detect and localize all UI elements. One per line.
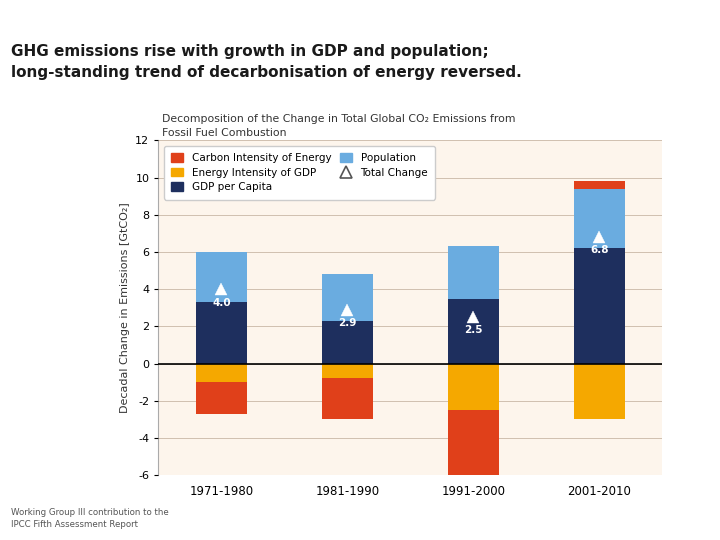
Bar: [575, 189, 624, 248]
Bar: [575, 248, 624, 363]
Bar: [448, 363, 499, 410]
Bar: [448, 246, 499, 299]
Text: 2.5: 2.5: [464, 326, 482, 335]
Bar: [448, 299, 499, 363]
Bar: [323, 321, 373, 363]
Bar: [196, 302, 246, 363]
Bar: [575, 363, 624, 420]
Text: 6.8: 6.8: [590, 246, 608, 255]
Bar: [575, 181, 624, 189]
Bar: [196, 252, 246, 302]
Text: Working Group III contribution to the
IPCC Fifth Assessment Report: Working Group III contribution to the IP…: [11, 508, 168, 529]
Bar: [196, 382, 246, 414]
Text: Decomposition of the Change in Total Global CO₂ Emissions from
Fossil Fuel Combu: Decomposition of the Change in Total Glo…: [162, 114, 516, 138]
Y-axis label: Decadal Change in Emissions [GtCO₂]: Decadal Change in Emissions [GtCO₂]: [120, 202, 130, 413]
Bar: [323, 274, 373, 321]
Legend: Carbon Intensity of Energy, Energy Intensity of GDP, GDP per Capita, Population,: Carbon Intensity of Energy, Energy Inten…: [163, 146, 436, 200]
Text: 4.0: 4.0: [212, 298, 230, 308]
Bar: [196, 363, 246, 382]
Text: GHG emissions rise with growth in GDP and population;
long-standing trend of dec: GHG emissions rise with growth in GDP an…: [11, 44, 521, 80]
Bar: [323, 363, 373, 379]
Text: 2.9: 2.9: [338, 318, 356, 328]
Bar: [323, 379, 373, 420]
Bar: [448, 410, 499, 481]
